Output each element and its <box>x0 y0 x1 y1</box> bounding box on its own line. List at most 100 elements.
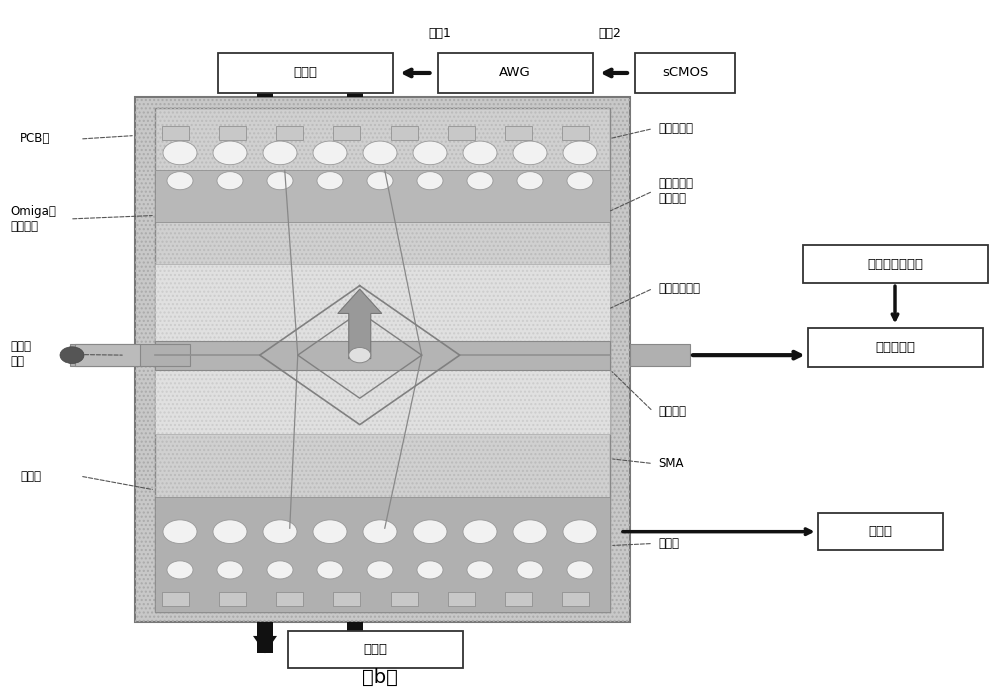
FancyArrow shape <box>253 636 277 653</box>
Circle shape <box>317 172 343 190</box>
Circle shape <box>217 561 243 579</box>
Bar <box>70 344 190 366</box>
Text: PCB板: PCB板 <box>20 133 50 145</box>
Circle shape <box>367 172 393 190</box>
Circle shape <box>367 561 393 579</box>
Bar <box>219 592 246 606</box>
Bar <box>635 53 735 93</box>
Bar <box>135 97 630 622</box>
Text: 微电极
装置: 微电极 装置 <box>10 341 31 368</box>
Text: 微流道: 微流道 <box>658 537 679 550</box>
Circle shape <box>567 172 593 190</box>
Bar <box>818 513 942 550</box>
Bar <box>438 53 592 93</box>
Bar <box>288 631 462 669</box>
Text: 通道2: 通道2 <box>599 27 621 40</box>
Circle shape <box>513 520 547 543</box>
Bar <box>347 66 363 97</box>
Circle shape <box>60 347 84 363</box>
Circle shape <box>463 141 497 165</box>
Text: 脉冲序列发生器: 脉冲序列发生器 <box>867 258 923 270</box>
Bar <box>505 592 532 606</box>
Bar <box>630 344 690 366</box>
Bar <box>333 592 360 606</box>
Circle shape <box>317 561 343 579</box>
Bar <box>505 126 532 140</box>
Circle shape <box>417 172 443 190</box>
Text: 蠕动泵: 蠕动泵 <box>868 525 892 538</box>
Bar <box>333 126 360 140</box>
Bar <box>135 97 630 622</box>
Bar <box>391 592 418 606</box>
Circle shape <box>263 520 297 543</box>
Circle shape <box>263 141 297 165</box>
Bar <box>155 264 610 434</box>
Bar <box>448 126 475 140</box>
Text: 同轴导线: 同轴导线 <box>658 405 686 418</box>
Circle shape <box>313 520 347 543</box>
Bar <box>155 497 610 612</box>
Bar <box>347 622 363 653</box>
Text: Omiga型
辐射结构: Omiga型 辐射结构 <box>10 205 56 233</box>
Circle shape <box>413 141 447 165</box>
Text: 微波发生器: 微波发生器 <box>875 341 915 354</box>
Circle shape <box>517 172 543 190</box>
Bar <box>155 108 610 612</box>
Circle shape <box>163 141 197 165</box>
Bar <box>562 592 589 606</box>
Text: 金刚石: 金刚石 <box>20 470 41 482</box>
Circle shape <box>567 561 593 579</box>
Text: SMA: SMA <box>658 457 684 470</box>
Text: 焊点：用于
连接引线: 焊点：用于 连接引线 <box>658 177 693 205</box>
Circle shape <box>167 172 193 190</box>
Text: 电压源: 电压源 <box>293 67 317 79</box>
Circle shape <box>217 172 243 190</box>
Circle shape <box>417 561 443 579</box>
Bar <box>276 126 303 140</box>
Text: 焊盘：接源: 焊盘：接源 <box>658 122 693 135</box>
FancyArrow shape <box>343 66 367 97</box>
Bar <box>391 126 418 140</box>
Circle shape <box>563 520 597 543</box>
Circle shape <box>363 141 397 165</box>
Bar <box>218 53 392 93</box>
Bar <box>162 592 189 606</box>
Circle shape <box>513 141 547 165</box>
Bar <box>562 126 589 140</box>
Bar <box>155 170 610 222</box>
FancyArrow shape <box>253 66 277 97</box>
Text: 电压源: 电压源 <box>363 644 387 656</box>
Circle shape <box>349 348 371 363</box>
Text: 引线（悬空）: 引线（悬空） <box>658 282 700 295</box>
Circle shape <box>563 141 597 165</box>
Circle shape <box>167 561 193 579</box>
FancyArrow shape <box>343 636 367 653</box>
Circle shape <box>163 520 197 543</box>
Circle shape <box>313 141 347 165</box>
Bar <box>75 344 140 366</box>
FancyArrow shape <box>338 289 382 359</box>
Circle shape <box>467 561 493 579</box>
Circle shape <box>267 561 293 579</box>
Bar <box>448 592 475 606</box>
Bar <box>155 264 610 434</box>
Bar <box>276 592 303 606</box>
Circle shape <box>463 520 497 543</box>
Bar <box>155 341 610 370</box>
Bar <box>219 126 246 140</box>
Bar <box>257 66 273 97</box>
Circle shape <box>363 520 397 543</box>
Bar <box>257 622 273 653</box>
Circle shape <box>517 561 543 579</box>
Bar <box>802 245 988 284</box>
Bar <box>162 126 189 140</box>
Circle shape <box>413 520 447 543</box>
Text: AWG: AWG <box>499 67 531 79</box>
Circle shape <box>267 172 293 190</box>
Circle shape <box>467 172 493 190</box>
Bar <box>155 108 610 612</box>
Circle shape <box>213 141 247 165</box>
Text: （b）: （b） <box>362 668 398 687</box>
Bar <box>808 329 982 367</box>
Text: sCMOS: sCMOS <box>662 67 708 79</box>
